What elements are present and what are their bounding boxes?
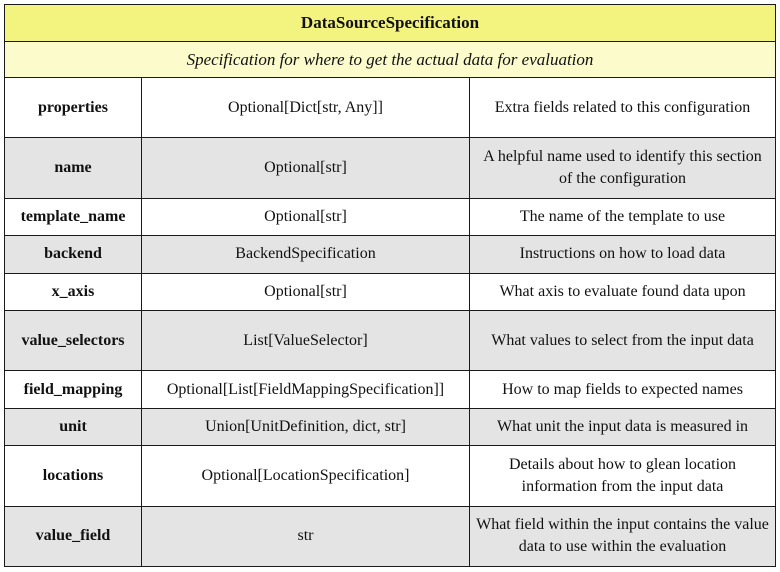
field-name-cell: name [4,137,142,199]
table-description-row: Specification for where to get the actua… [3,41,777,78]
field-description-cell: What unit the input data is measured in [468,407,777,447]
field-type-cell: Optional[List[FieldMappingSpecification]… [141,370,470,409]
field-description-cell: What values to select from the input dat… [468,310,777,372]
table-row: value_selectors List[ValueSelector] What… [4,310,777,372]
spec-table: DataSourceSpecification Specification fo… [3,4,777,568]
field-description-cell: What axis to evaluate found data upon [468,272,777,312]
field-type-cell: Union[UnitDefinition, dict, str] [141,407,470,447]
field-type-cell: Optional[str] [141,197,470,237]
table-row: unit Union[UnitDefinition, dict, str] Wh… [4,407,777,447]
field-type-cell: List[ValueSelector] [141,310,470,372]
table-title: DataSourceSpecification [3,4,777,42]
table-row: name Optional[str] A helpful name used t… [4,137,777,199]
field-description-cell: A helpful name used to identify this sec… [468,137,777,199]
field-name-cell: value_field [4,505,142,568]
field-type-cell: Optional[LocationSpecification] [141,445,470,507]
table-row: template_name Optional[str] The name of … [4,197,777,237]
field-name-cell: value_selectors [4,310,142,372]
field-description-cell: Extra fields related to this configurati… [468,76,777,139]
field-name-cell: properties [4,76,142,139]
field-name-cell: x_axis [4,272,142,312]
field-type-cell: Optional[Dict[str, Any]] [141,76,470,139]
field-description-cell: Instructions on how to load data [468,235,777,274]
table-row: backend BackendSpecification Instruction… [4,235,777,274]
table-description: Specification for where to get the actua… [3,41,777,78]
table-row: properties Optional[Dict[str, Any]] Extr… [4,76,777,139]
field-name-cell: backend [4,235,142,274]
field-description-cell: What field within the input contains the… [468,505,777,568]
table-row: locations Optional[LocationSpecification… [4,445,777,507]
table-title-row: DataSourceSpecification [3,4,777,42]
field-name-cell: field_mapping [4,370,142,409]
field-description-cell: How to map fields to expected names [468,370,777,409]
table-row: value_field str What field within the in… [4,505,777,568]
field-type-cell: Optional[str] [141,137,470,199]
field-name-cell: template_name [4,197,142,237]
field-type-cell: BackendSpecification [141,235,470,274]
field-name-cell: unit [4,407,142,447]
table-row: field_mapping Optional[List[FieldMapping… [4,370,777,409]
field-name-cell: locations [4,445,142,507]
field-type-cell: Optional[str] [141,272,470,312]
field-type-cell: str [141,505,470,568]
table-row: x_axis Optional[str] What axis to evalua… [4,272,777,312]
field-description-cell: The name of the template to use [468,197,777,237]
field-description-cell: Details about how to glean location info… [468,445,777,507]
